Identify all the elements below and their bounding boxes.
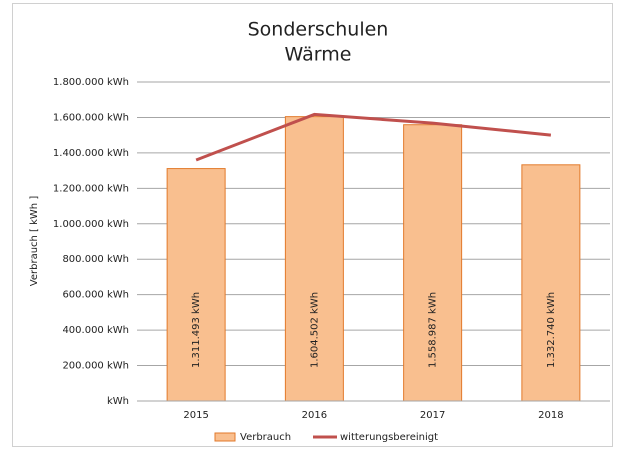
y-tick-label: 1.200.000 kWh xyxy=(53,183,129,194)
x-tick-label: 2017 xyxy=(420,410,445,421)
bar xyxy=(521,164,581,402)
y-tick-label: 1.400.000 kWh xyxy=(53,148,129,159)
y-tick-label: 1.000.000 kWh xyxy=(53,219,129,230)
y-tick-label: kWh xyxy=(107,396,129,407)
bar xyxy=(166,168,226,402)
y-tick-label: 400.000 kWh xyxy=(62,325,129,336)
data-label: 1.604.502 kWh xyxy=(309,292,320,368)
x-tick-label: 2018 xyxy=(538,410,563,421)
y-tick-label: 1.800.000 kWh xyxy=(53,77,129,88)
y-axis-label: Verbrauch [ kWh ] xyxy=(29,196,40,287)
chart-title: Sonderschulen xyxy=(248,19,389,41)
chart-subtitle: Wärme xyxy=(285,44,352,66)
y-tick-label: 1.600.000 kWh xyxy=(53,112,129,123)
data-label: 1.558.987 kWh xyxy=(428,292,439,368)
legend-label: witterungsbereinigt xyxy=(340,432,438,443)
x-tick-label: 2016 xyxy=(302,410,327,421)
y-tick-label: 200.000 kWh xyxy=(62,361,129,372)
bar xyxy=(403,124,463,402)
y-tick-label: 600.000 kWh xyxy=(62,290,129,301)
line xyxy=(195,112,552,162)
data-label: 1.311.493 kWh xyxy=(191,292,202,368)
data-label: 1.332.740 kWh xyxy=(546,292,557,368)
x-tick-label: 2015 xyxy=(183,410,208,421)
y-tick-label: 800.000 kWh xyxy=(62,254,129,265)
legend-swatch xyxy=(214,432,236,442)
legend-label: Verbrauch xyxy=(240,432,291,443)
